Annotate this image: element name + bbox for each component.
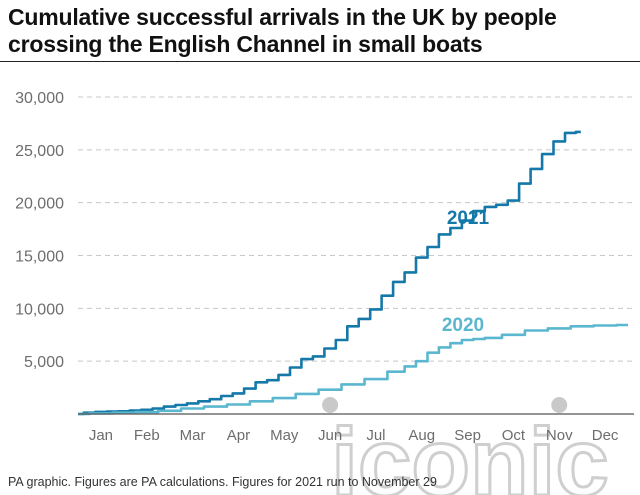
series-label-2020: 2020 [442,315,484,336]
chart-title-line-2: crossing the English Channel in small bo… [8,31,483,57]
chart-title: Cumulative successful arrivals in the UK… [8,4,632,58]
y-tick-label: 5,000 [24,354,64,371]
x-tick-label: Jul [366,427,385,444]
x-tick-label: Sep [454,427,481,444]
month-marker-dot [551,397,568,413]
x-tick-label: Mar [180,427,206,444]
x-tick-label: Aug [408,427,435,444]
x-tick-label: Jan [89,427,113,444]
series-line-2021 [78,130,581,416]
x-tick-label: Jun [318,427,342,444]
x-tick-label: Dec [592,427,619,444]
y-tick-label: 15,000 [15,249,64,266]
x-tick-label: May [270,427,299,444]
x-tick-label: Apr [227,427,250,444]
x-axis-ticks: Jan Feb Mar Apr May Jun Jul Aug Sep Oct Nov Dec [89,427,619,444]
y-tick-label: 10,000 [15,301,64,318]
series-labels: 2021 2020 [442,208,490,336]
y-tick-label: 25,000 [15,143,64,160]
y-tick-label: 20,000 [15,196,64,213]
title-divider [0,61,640,62]
axis-markers [322,397,568,413]
footnote: PA graphic. Figures are PA calculations.… [8,475,437,489]
y-tick-label: 30,000 [15,90,64,107]
x-tick-label: Feb [134,427,160,444]
x-tick-label: Nov [546,427,573,444]
series-lines [78,130,628,416]
y-axis-ticks: 30,000 25,000 20,000 15,000 10,000 5,000 [15,90,64,371]
watermark-text: iconic [331,409,608,495]
series-label-2021: 2021 [447,208,490,229]
chart-title-line-1: Cumulative successful arrivals in the UK… [8,4,557,30]
watermark: iconic [330,408,610,495]
month-marker-dot [322,397,339,413]
x-tick-label: Oct [502,427,526,444]
series-line-2020 [78,323,628,416]
gridlines [78,96,634,362]
